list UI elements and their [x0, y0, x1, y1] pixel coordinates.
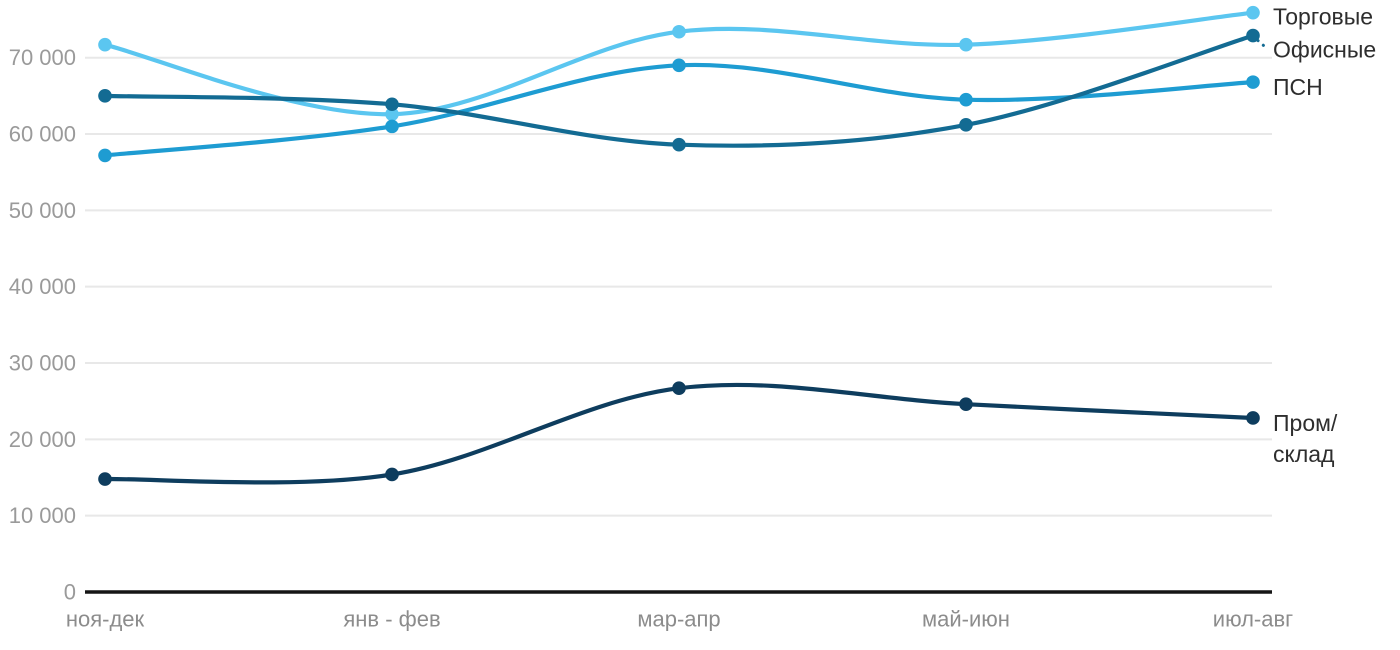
series-line-ofisnye — [102, 33, 1256, 148]
y-tick-label: 0 — [64, 580, 76, 605]
data-point-ofisnye — [959, 118, 973, 132]
data-point-psn — [672, 58, 686, 73]
legend-label-psn: ПСН — [1273, 74, 1323, 100]
y-tick-label: 30 000 — [9, 351, 76, 376]
data-point-torgovye — [959, 37, 973, 52]
x-tick-label: янв - фев — [343, 607, 440, 632]
x-tick-label: мар-апр — [637, 607, 720, 632]
data-point-torgovye — [385, 107, 399, 121]
legend-label-prom-sklad: склад — [1273, 441, 1335, 467]
legend-label-torgovye: Торговые — [1273, 4, 1373, 30]
data-point-prom-sklad — [98, 472, 112, 486]
legend-label-ofisnye: Офисные — [1273, 37, 1376, 63]
data-point-torgovye — [98, 37, 112, 52]
data-point-prom-sklad — [385, 467, 399, 482]
y-tick-label: 10 000 — [9, 503, 76, 528]
data-point-torgovye — [672, 24, 686, 39]
data-point-psn — [385, 119, 399, 134]
y-tick-label: 70 000 — [9, 45, 76, 70]
data-point-psn — [1246, 75, 1260, 89]
y-tick-label: 20 000 — [9, 427, 76, 452]
series-line-prom-sklad — [102, 382, 1256, 485]
data-point-ofisnye — [385, 97, 399, 112]
data-point-torgovye — [1246, 5, 1260, 20]
data-point-psn — [959, 92, 973, 107]
legend-label-prom-sklad: Пром/ — [1273, 410, 1338, 436]
data-point-prom-sklad — [959, 397, 973, 412]
legend-leader-line — [1256, 39, 1269, 51]
data-point-ofisnye — [1246, 28, 1260, 43]
y-tick-label: 40 000 — [9, 274, 76, 299]
y-tick-label: 60 000 — [9, 122, 76, 147]
data-point-ofisnye — [98, 89, 112, 103]
data-point-prom-sklad — [1246, 411, 1260, 425]
data-point-psn — [98, 148, 112, 163]
data-point-prom-sklad — [672, 381, 686, 395]
x-tick-label: май-июн — [922, 607, 1010, 632]
x-tick-label: ноя-дек — [66, 607, 145, 632]
data-point-ofisnye — [672, 137, 686, 152]
x-tick-label: июл-авг — [1213, 607, 1293, 632]
y-tick-label: 50 000 — [9, 198, 76, 223]
